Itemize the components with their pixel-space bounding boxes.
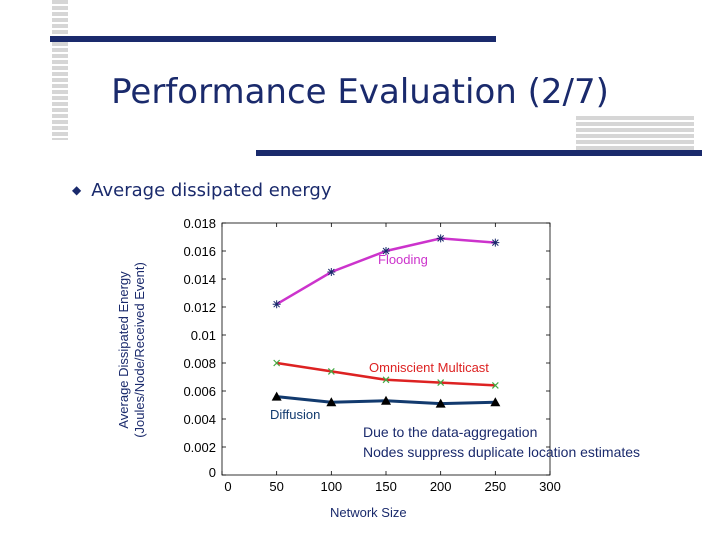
note-line-2: Nodes suppress duplicate location estima… — [363, 444, 641, 460]
point-omniscient — [327, 367, 335, 375]
point-diffusion — [381, 395, 391, 405]
diffusion-label: Diffusion — [270, 407, 321, 422]
y-tick-label: 0.012 — [183, 300, 216, 315]
y-axis-label-line2: (Joules/Node/Received Event) — [132, 262, 147, 438]
y-tick-label: 0.01 — [191, 328, 216, 343]
y-tick-label: 0.014 — [183, 272, 216, 287]
x-tick-label: 300 — [539, 479, 561, 494]
x-tick-label: 100 — [320, 479, 342, 494]
y-axis-label-line1: Average Dissipated Energy — [116, 271, 131, 429]
y-tick-label: 0.004 — [183, 412, 216, 427]
y-tick-label: 0 — [209, 465, 216, 480]
flooding-label: Flooding — [378, 252, 428, 267]
point-flooding — [491, 238, 500, 247]
chart-note: Due to the data-aggregation Nodes suppre… — [363, 422, 640, 462]
point-omniscient — [273, 359, 281, 367]
point-flooding — [436, 234, 445, 243]
point-omniscient — [491, 381, 499, 389]
decorative-stripe-left — [52, 0, 68, 140]
note-line-1: Due to the data-aggregation — [363, 424, 538, 440]
point-omniscient — [382, 376, 390, 384]
y-tick-label: 0.006 — [183, 384, 216, 399]
bullet-icon: ◆ — [72, 183, 82, 197]
title-rule-bottom — [256, 150, 702, 156]
bullet-text: Average dissipated energy — [91, 180, 332, 201]
point-diffusion — [326, 397, 337, 407]
y-tick-label: 0.002 — [183, 440, 216, 455]
decorative-stripe-right — [576, 116, 694, 154]
x-tick-label: 250 — [484, 479, 506, 494]
x-axis-label: Network Size — [330, 505, 407, 520]
y-tick-label: 0.008 — [183, 356, 216, 371]
x-tick-label: 150 — [375, 479, 397, 494]
slide-title: Performance Evaluation (2/7) — [111, 72, 609, 112]
y-tick-label: 0.016 — [183, 244, 216, 259]
point-diffusion — [490, 397, 501, 407]
point-flooding — [382, 247, 390, 255]
point-omniscient — [437, 379, 445, 387]
point-diffusion — [271, 391, 282, 401]
x-tick-label: 200 — [430, 479, 452, 494]
x-tick-label: 0 — [224, 479, 231, 494]
y-tick-label: 0.018 — [183, 216, 216, 231]
point-flooding — [272, 300, 281, 309]
bullet-item: ◆ Average dissipated energy — [72, 180, 332, 201]
point-diffusion — [435, 398, 446, 408]
x-tick-label: 50 — [269, 479, 283, 494]
y-axis-label: Average Dissipated Energy (Joules/Node/Re… — [106, 215, 158, 485]
title-rule-top — [50, 36, 496, 42]
point-flooding — [327, 268, 336, 276]
omniscient-label: Omniscient Multicast — [369, 360, 489, 375]
